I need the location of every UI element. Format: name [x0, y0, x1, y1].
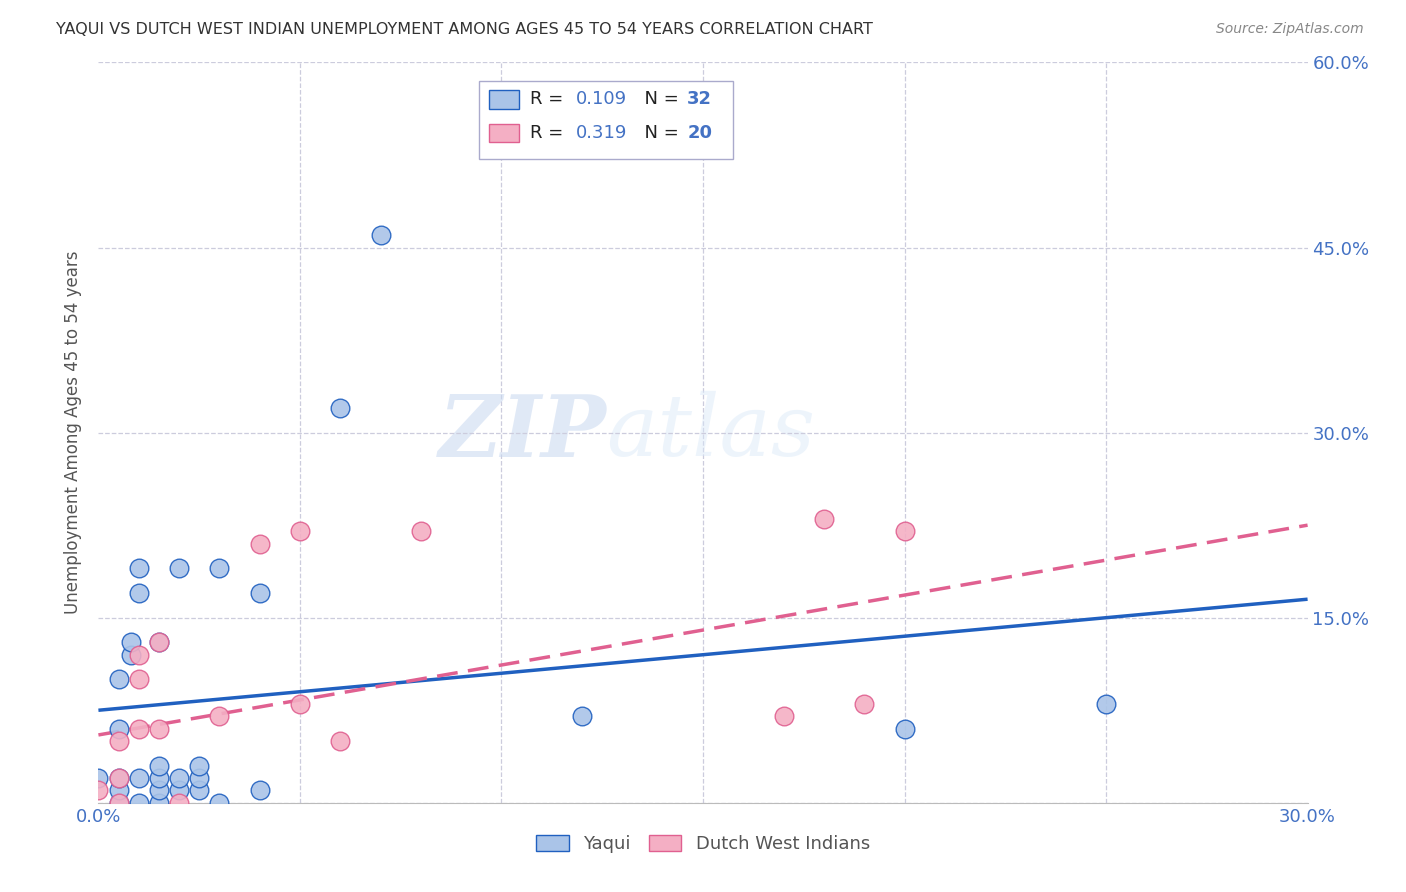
Point — [128, 771, 150, 785]
Point — [128, 722, 150, 736]
Point — [167, 771, 190, 785]
Text: YAQUI VS DUTCH WEST INDIAN UNEMPLOYMENT AMONG AGES 45 TO 54 YEARS CORRELATION CH: YAQUI VS DUTCH WEST INDIAN UNEMPLOYMENT … — [56, 22, 873, 37]
Y-axis label: Unemployment Among Ages 45 to 54 years: Unemployment Among Ages 45 to 54 years — [65, 251, 83, 615]
Point — [1095, 697, 1118, 711]
Text: R =: R = — [530, 90, 569, 109]
Text: 0.319: 0.319 — [576, 124, 627, 142]
Text: ZIP: ZIP — [439, 391, 606, 475]
Point — [107, 771, 129, 785]
Point — [249, 586, 271, 600]
Point — [188, 758, 211, 772]
Point — [772, 709, 794, 723]
Point — [188, 783, 211, 797]
Point — [329, 734, 352, 748]
Point — [148, 771, 170, 785]
Text: N =: N = — [633, 124, 685, 142]
Text: Source: ZipAtlas.com: Source: ZipAtlas.com — [1216, 22, 1364, 37]
Point — [128, 561, 150, 575]
Point — [288, 524, 311, 539]
Point — [107, 722, 129, 736]
Point — [107, 783, 129, 797]
Point — [148, 796, 170, 810]
Point — [107, 796, 129, 810]
Point — [148, 783, 170, 797]
Legend: Yaqui, Dutch West Indians: Yaqui, Dutch West Indians — [529, 828, 877, 861]
Point — [249, 536, 271, 550]
Point — [571, 709, 593, 723]
Point — [208, 561, 231, 575]
Point — [148, 635, 170, 649]
Text: R =: R = — [530, 124, 569, 142]
Text: N =: N = — [633, 90, 685, 109]
Point — [188, 771, 211, 785]
Point — [288, 697, 311, 711]
Point — [107, 771, 129, 785]
Point — [107, 796, 129, 810]
Bar — [489, 90, 519, 109]
Point — [128, 648, 150, 662]
Point — [167, 796, 190, 810]
Point — [249, 783, 271, 797]
Text: atlas: atlas — [606, 392, 815, 474]
Point — [120, 635, 142, 649]
FancyBboxPatch shape — [479, 81, 734, 159]
Point — [87, 783, 110, 797]
Point — [87, 771, 110, 785]
Point — [167, 561, 190, 575]
Point — [208, 796, 231, 810]
Point — [148, 722, 170, 736]
Point — [893, 524, 915, 539]
Text: 32: 32 — [688, 90, 713, 109]
Point — [329, 401, 352, 415]
Point — [107, 734, 129, 748]
Point — [409, 524, 432, 539]
Point — [167, 783, 190, 797]
Text: 20: 20 — [688, 124, 713, 142]
Point — [370, 228, 392, 243]
Point — [107, 673, 129, 687]
Point — [813, 512, 835, 526]
Text: 0.109: 0.109 — [576, 90, 627, 109]
Point — [128, 586, 150, 600]
Point — [120, 648, 142, 662]
Point — [208, 709, 231, 723]
Point — [128, 796, 150, 810]
Bar — [489, 123, 519, 142]
Point — [148, 635, 170, 649]
Point — [893, 722, 915, 736]
Point — [853, 697, 876, 711]
Point — [128, 673, 150, 687]
Point — [148, 758, 170, 772]
